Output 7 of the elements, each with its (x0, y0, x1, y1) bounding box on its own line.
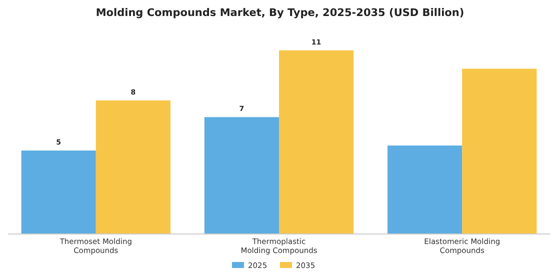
chart-title: Molding Compounds Market, By Type, 2025-2035 (USD Billion) (96, 7, 464, 19)
bar (96, 100, 170, 234)
bar (279, 50, 354, 234)
bar (462, 68, 537, 234)
bar (388, 146, 462, 234)
bar (204, 117, 279, 234)
bar (21, 150, 96, 234)
